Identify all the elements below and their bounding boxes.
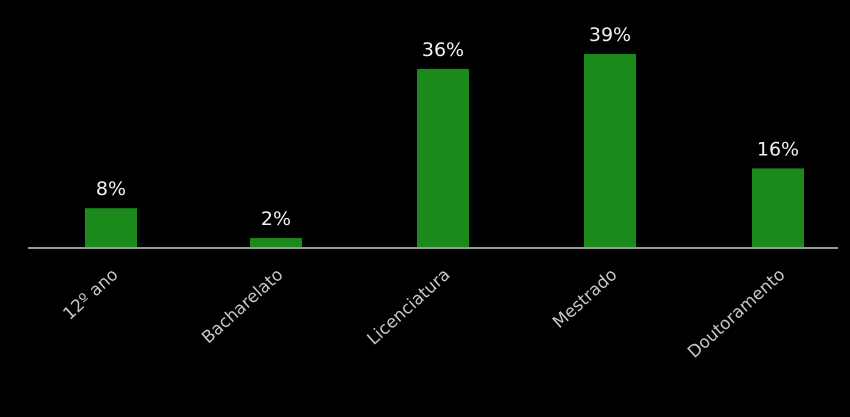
bars-group: [85, 53, 804, 249]
bar-4: [752, 168, 804, 248]
bar-1: [250, 238, 302, 248]
bar-3: [584, 53, 636, 248]
data-labels-group: 8% 2% 36% 39% 16%: [96, 24, 799, 230]
data-label-4: 16%: [757, 138, 799, 160]
data-label-2: 36%: [422, 39, 464, 61]
bar-0: [85, 208, 137, 248]
bar-2: [417, 68, 469, 249]
data-label-1: 2%: [261, 208, 291, 230]
data-label-0: 8%: [96, 178, 126, 200]
data-label-3: 39%: [589, 24, 631, 46]
